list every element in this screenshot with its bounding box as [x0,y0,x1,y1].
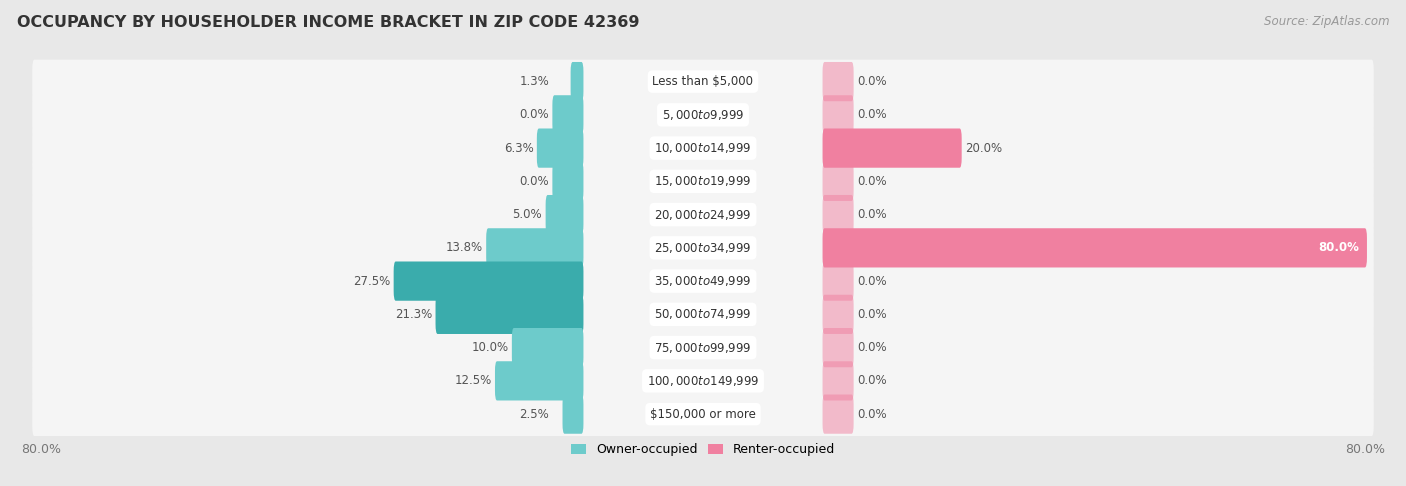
Text: Source: ZipAtlas.com: Source: ZipAtlas.com [1264,15,1389,28]
Text: 21.3%: 21.3% [395,308,432,321]
FancyBboxPatch shape [562,395,583,434]
FancyBboxPatch shape [32,126,1374,170]
Text: 12.5%: 12.5% [454,374,492,387]
Text: 0.0%: 0.0% [519,175,548,188]
Text: $10,000 to $14,999: $10,000 to $14,999 [654,141,752,155]
Text: 20.0%: 20.0% [965,141,1002,155]
FancyBboxPatch shape [546,195,583,234]
Legend: Owner-occupied, Renter-occupied: Owner-occupied, Renter-occupied [567,438,839,462]
FancyBboxPatch shape [32,159,1374,203]
FancyBboxPatch shape [823,95,853,135]
Text: 0.0%: 0.0% [858,108,887,122]
Text: OCCUPANCY BY HOUSEHOLDER INCOME BRACKET IN ZIP CODE 42369: OCCUPANCY BY HOUSEHOLDER INCOME BRACKET … [17,15,640,30]
Text: $50,000 to $74,999: $50,000 to $74,999 [654,307,752,321]
Text: 1.3%: 1.3% [519,75,548,88]
Text: $35,000 to $49,999: $35,000 to $49,999 [654,274,752,288]
Text: $15,000 to $19,999: $15,000 to $19,999 [654,174,752,189]
FancyBboxPatch shape [32,359,1374,403]
FancyBboxPatch shape [394,261,583,301]
Text: 27.5%: 27.5% [353,275,391,288]
FancyBboxPatch shape [32,226,1374,270]
Text: $150,000 or more: $150,000 or more [650,408,756,420]
FancyBboxPatch shape [823,395,853,434]
FancyBboxPatch shape [32,293,1374,336]
FancyBboxPatch shape [537,128,583,168]
Text: 0.0%: 0.0% [858,208,887,221]
Text: $25,000 to $34,999: $25,000 to $34,999 [654,241,752,255]
Text: 0.0%: 0.0% [858,374,887,387]
FancyBboxPatch shape [823,128,962,168]
FancyBboxPatch shape [571,62,583,101]
Text: 0.0%: 0.0% [858,75,887,88]
FancyBboxPatch shape [823,228,1367,267]
Text: 0.0%: 0.0% [858,341,887,354]
FancyBboxPatch shape [553,95,583,135]
FancyBboxPatch shape [32,93,1374,137]
Text: 80.0%: 80.0% [1319,242,1360,254]
Text: 0.0%: 0.0% [519,108,548,122]
Text: 5.0%: 5.0% [513,208,543,221]
FancyBboxPatch shape [32,192,1374,237]
Text: $20,000 to $24,999: $20,000 to $24,999 [654,208,752,222]
FancyBboxPatch shape [32,392,1374,436]
FancyBboxPatch shape [32,60,1374,104]
FancyBboxPatch shape [823,328,853,367]
FancyBboxPatch shape [823,62,853,101]
Text: 13.8%: 13.8% [446,242,482,254]
Text: 0.0%: 0.0% [858,275,887,288]
Text: 6.3%: 6.3% [503,141,533,155]
Text: Less than $5,000: Less than $5,000 [652,75,754,88]
FancyBboxPatch shape [823,361,853,400]
Text: 2.5%: 2.5% [519,408,548,420]
Text: $100,000 to $149,999: $100,000 to $149,999 [647,374,759,388]
FancyBboxPatch shape [495,361,583,400]
Text: $75,000 to $99,999: $75,000 to $99,999 [654,341,752,355]
FancyBboxPatch shape [553,162,583,201]
Text: $5,000 to $9,999: $5,000 to $9,999 [662,108,744,122]
FancyBboxPatch shape [823,162,853,201]
Text: 0.0%: 0.0% [858,408,887,420]
FancyBboxPatch shape [823,295,853,334]
FancyBboxPatch shape [436,295,583,334]
FancyBboxPatch shape [823,261,853,301]
Text: 0.0%: 0.0% [858,308,887,321]
FancyBboxPatch shape [486,228,583,267]
FancyBboxPatch shape [512,328,583,367]
Text: 10.0%: 10.0% [471,341,509,354]
FancyBboxPatch shape [32,259,1374,303]
Text: 0.0%: 0.0% [858,175,887,188]
FancyBboxPatch shape [823,195,853,234]
FancyBboxPatch shape [32,326,1374,369]
